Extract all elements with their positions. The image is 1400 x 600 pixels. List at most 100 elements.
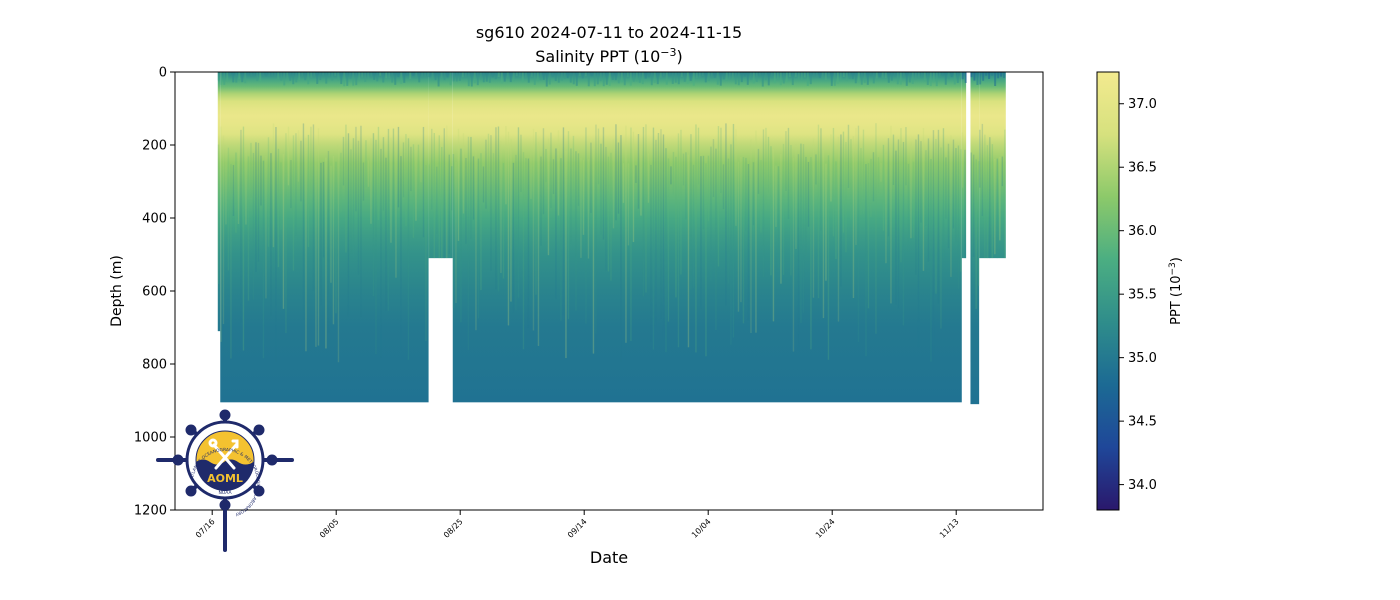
texture-streak: [310, 126, 312, 194]
x-tick-label: 09/14: [566, 517, 589, 540]
surface-streak: [911, 72, 914, 84]
surface-streak: [464, 72, 467, 77]
texture-streak: [930, 158, 932, 362]
surface-streak: [866, 72, 869, 85]
texture-streak: [742, 156, 745, 324]
texture-streak: [815, 154, 817, 185]
texture-streak: [482, 166, 485, 203]
surface-streak: [812, 72, 815, 77]
surface-streak: [331, 72, 334, 81]
surface-streak: [722, 72, 725, 80]
surface-streak: [262, 72, 265, 77]
surface-streak: [818, 72, 821, 79]
surface-streak: [415, 72, 418, 79]
surface-streak: [232, 72, 235, 83]
surface-streak: [575, 72, 578, 86]
surface-streak: [385, 72, 388, 79]
surface-streak: [241, 72, 244, 83]
texture-streak: [337, 143, 340, 363]
surface-streak: [950, 72, 953, 78]
surface-streak: [614, 72, 617, 81]
texture-streak: [994, 158, 996, 255]
texture-streak: [650, 164, 652, 342]
texture-streak: [625, 125, 627, 343]
texture-streak: [732, 123, 735, 338]
surface-streak: [626, 72, 629, 77]
texture-streak: [375, 139, 377, 355]
surface-streak: [542, 72, 545, 80]
x-axis: 07/16 08/05 08/25 09/14 10/04 10/24 11/13: [194, 510, 961, 540]
y-tick-label: 600: [142, 285, 167, 300]
texture-streak: [317, 128, 320, 346]
surface-streak: [554, 72, 557, 82]
texture-streak: [475, 147, 477, 331]
surface-streak: [319, 72, 322, 81]
texture-streak: [677, 133, 680, 348]
surface-streak: [259, 72, 262, 82]
surface-streak: [506, 72, 509, 78]
texture-streak: [687, 154, 690, 348]
texture-streak: [307, 134, 310, 248]
texture-streak: [350, 149, 352, 254]
y-tick-label: 1200: [134, 504, 167, 519]
surface-streak: [593, 72, 596, 87]
texture-streak: [672, 151, 675, 196]
texture-streak: [547, 138, 550, 256]
texture-streak: [882, 144, 885, 231]
texture-streak: [887, 138, 890, 237]
surface-streak: [220, 72, 223, 85]
surface-streak: [524, 72, 527, 78]
surface-streak: [355, 72, 358, 86]
texture-streak: [700, 156, 702, 309]
texture-streak: [460, 148, 462, 323]
texture-streak: [961, 132, 964, 188]
surface-streak: [941, 72, 944, 77]
texture-streak: [787, 127, 790, 219]
texture-streak: [245, 143, 247, 225]
surface-streak: [689, 72, 692, 81]
surface-streak: [809, 72, 812, 85]
surface-streak: [587, 72, 590, 87]
surface-streak: [842, 72, 845, 78]
texture-streak: [592, 143, 595, 354]
texture-streak: [1004, 129, 1006, 259]
surface-streak: [887, 72, 890, 83]
surface-streak: [629, 72, 632, 86]
texture-streak: [892, 134, 895, 185]
texture-streak: [300, 140, 302, 202]
texture-streak: [610, 152, 612, 281]
texture-streak: [637, 134, 640, 209]
texture-streak: [647, 153, 650, 203]
surface-streak: [923, 72, 926, 82]
texture-streak: [327, 150, 330, 333]
texture-streak: [492, 153, 495, 214]
texture-streak: [477, 158, 480, 319]
surface-streak: [286, 72, 289, 80]
texture-streak: [250, 142, 252, 198]
texture-streak: [510, 138, 512, 302]
surface-streak: [659, 72, 662, 78]
texture-streak: [550, 132, 552, 209]
surface-streak: [881, 72, 884, 78]
surface-streak: [908, 72, 911, 83]
surface-streak: [926, 72, 929, 86]
texture-streak: [497, 126, 500, 292]
surface-streak: [620, 72, 623, 83]
surface-streak: [713, 72, 716, 78]
texture-streak: [695, 124, 697, 353]
texture-streak: [342, 136, 345, 186]
texture-streak: [790, 144, 792, 276]
texture-streak: [602, 127, 605, 240]
surface-streak: [860, 72, 863, 85]
surface-streak: [863, 72, 866, 83]
surface-streak: [599, 72, 602, 82]
surface-streak: [367, 72, 370, 80]
texture-streak: [670, 166, 672, 185]
texture-streak: [395, 146, 397, 278]
texture-streak: [622, 163, 625, 203]
texture-streak: [991, 144, 994, 259]
texture-streak: [855, 128, 857, 245]
surface-streak: [743, 72, 746, 77]
chart-title: sg610 2024-07-11 to 2024-11-15: [476, 23, 742, 42]
